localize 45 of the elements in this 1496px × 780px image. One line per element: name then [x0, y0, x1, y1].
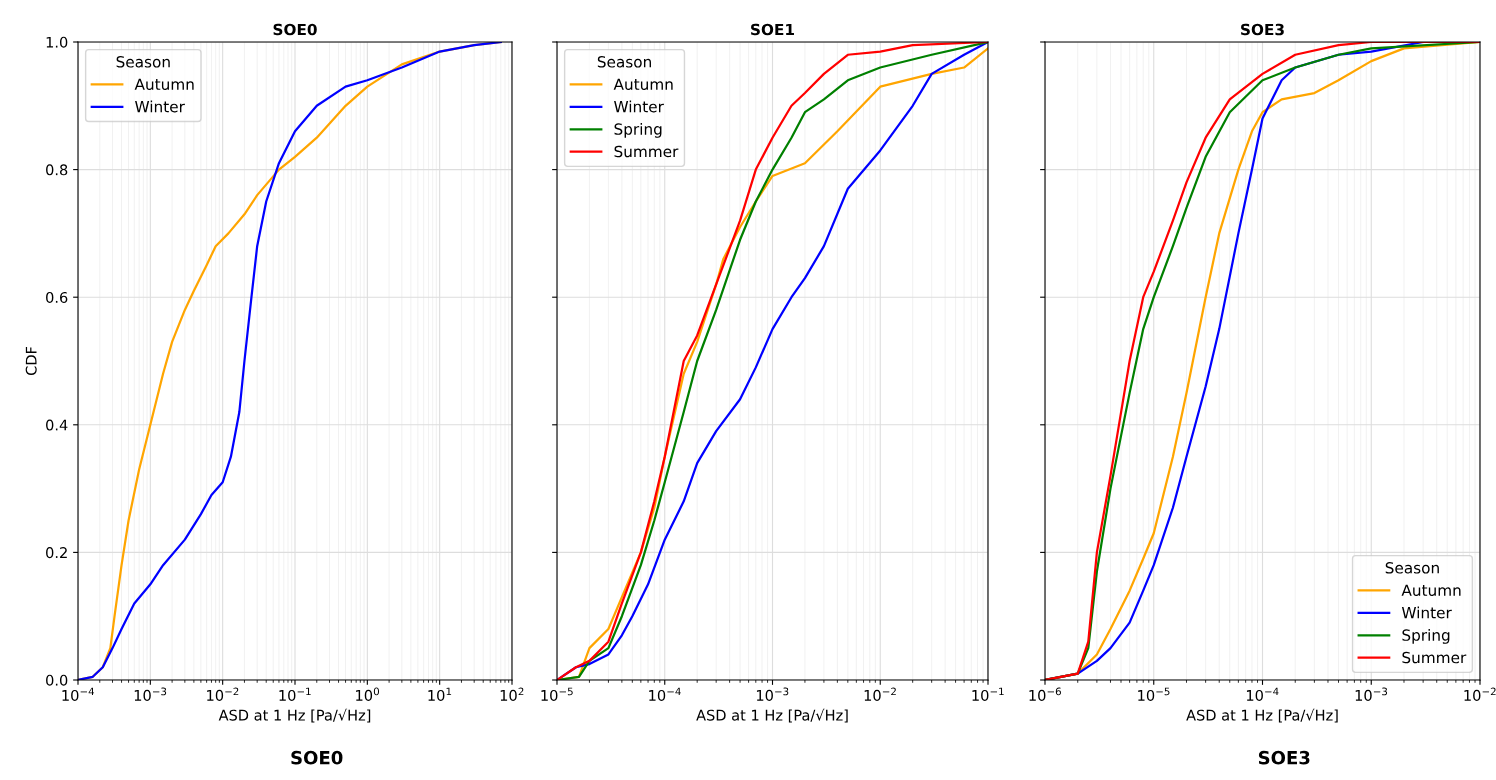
x-axis-title: ASD at 1 Hz [Pa/√Hz]	[1186, 708, 1338, 723]
x-tick-label: 10$^{−2}$	[864, 687, 896, 701]
legend-label: Autumn	[1401, 584, 1461, 597]
text: SOE3	[1258, 750, 1310, 765]
legend-title: Season	[116, 56, 170, 68]
chart-title: SOE0	[273, 23, 317, 36]
legend-label: Winter	[135, 100, 185, 113]
x-tick-label: 10$^{−3}$	[756, 687, 789, 701]
legend-label: Autumn	[134, 78, 194, 90]
chart-title: SOE3	[1241, 23, 1284, 36]
legend-title: Season	[597, 56, 651, 68]
legend-label: Summer	[614, 145, 679, 158]
y-tick-label: 0.8	[46, 164, 68, 176]
y-tick-label: 0.0	[46, 674, 68, 686]
x-tick-label: 10$^{−3}$	[134, 687, 167, 701]
legend-label: Spring	[614, 123, 662, 138]
chart-title: SOE1	[751, 23, 794, 36]
legend-label: Winter	[1401, 606, 1452, 619]
x-tick-label: 10$^{−1}$	[279, 687, 311, 701]
x-axis-title: ASD at 1 Hz [Pa/√Hz]	[218, 708, 371, 723]
y-tick-label: 1.0	[46, 36, 68, 48]
y-axis-title: CDF	[25, 346, 37, 376]
legend-label: Autumn	[613, 78, 673, 90]
x-axis-title: ASD at 1 Hz [Pa/√Hz]	[696, 708, 848, 723]
x-tick-label: 10$^{−4}$	[1246, 687, 1279, 701]
x-tick-label: 10$^{−3}$	[1355, 687, 1388, 701]
legend-title: Season	[1385, 562, 1439, 574]
x-tick-label: 10$^{2}$	[500, 687, 524, 701]
y-tick-label: 0.6	[46, 291, 68, 303]
x-tick-label: 10$^{−2}$	[1464, 687, 1496, 701]
x-tick-label: 10$^{−6}$	[1029, 687, 1061, 701]
legend-label: Summer	[1402, 651, 1467, 664]
x-tick-label: 10$^{−1}$	[972, 687, 1004, 701]
x-tick-label: 10$^{−5}$	[1138, 687, 1170, 701]
legend-label: Winter	[614, 100, 664, 113]
text: SOE0	[291, 750, 343, 765]
x-tick-label: 10$^{−4}$	[62, 687, 95, 701]
x-tick-label: 10$^{−5}$	[541, 687, 573, 701]
y-tick-label: 0.4	[46, 419, 68, 431]
legend-label: Spring	[1402, 629, 1450, 644]
x-tick-label: 10$^{−2}$	[207, 687, 239, 701]
y-tick-label: 0.2	[46, 547, 67, 559]
x-tick-label: 10$^{0}$	[356, 687, 380, 701]
x-tick-label: 10$^{−4}$	[649, 687, 681, 701]
x-tick-label: 10$^{1}$	[428, 687, 452, 701]
